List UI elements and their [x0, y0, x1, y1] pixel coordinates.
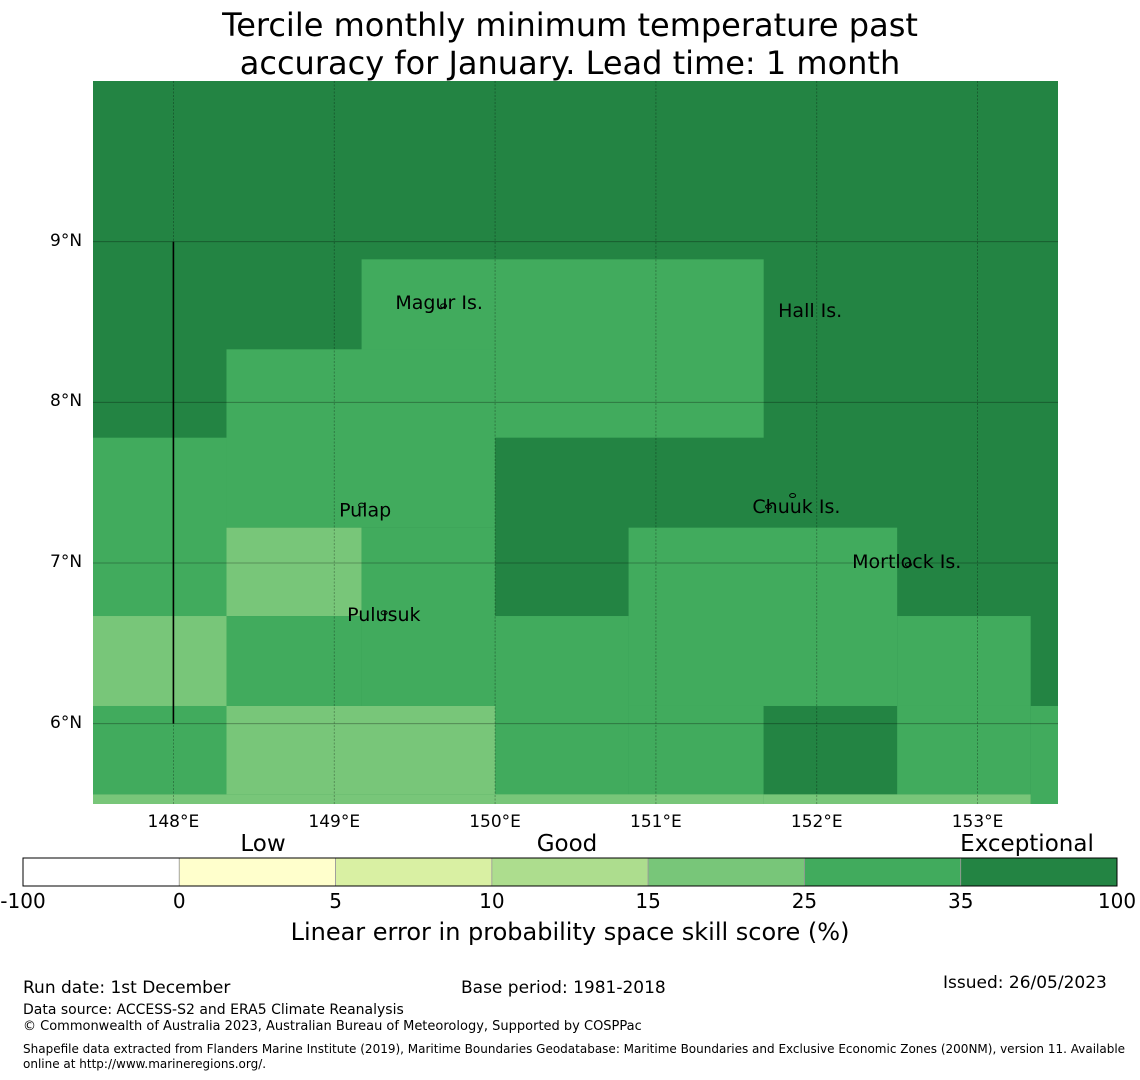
island-outline	[789, 493, 797, 499]
place-label: Pulap	[339, 499, 391, 521]
colorbar-tick-label: 5	[329, 889, 342, 913]
colorbar-tick-label: 15	[635, 889, 661, 913]
shapefile-credit: Shapefile data extracted from Flanders M…	[23, 1042, 1126, 1071]
place-label: Chuuk Is.	[752, 496, 840, 518]
run-date: Run date: 1st December	[23, 978, 231, 998]
lat-tick-label: 9°N	[50, 230, 83, 251]
grid-cell	[495, 616, 629, 804]
place-label: Mortlock Is.	[852, 551, 961, 573]
colorbar-frame	[22, 857, 1118, 887]
grid-cell	[93, 705, 227, 795]
island-outline	[765, 504, 772, 510]
title-line-2: accuracy for January. Lead time: 1 month	[239, 44, 901, 82]
grid-cell	[897, 705, 1031, 795]
data-source: Data source: ACCESS-S2 and ERA5 Climate …	[23, 1002, 404, 1018]
colorbar-tick-label: 35	[947, 889, 974, 913]
island-outlines	[358, 303, 912, 616]
island-outline	[380, 610, 388, 616]
grid-cell	[763, 794, 1031, 804]
grid-cell	[93, 437, 227, 617]
colorbar-tick-label: -100	[0, 889, 46, 913]
lon-tick-label: 148°E	[147, 812, 200, 832]
lat-tick-label: 8°N	[50, 391, 83, 412]
colorbar-tick-label: 0	[172, 889, 186, 913]
lon-tick-label: 152°E	[790, 812, 843, 832]
grid-cell	[628, 527, 898, 706]
copyright: © Commonwealth of Australia 2023, Austra…	[23, 1019, 642, 1034]
grid-cell	[897, 616, 1031, 706]
lon-tick-label: 151°E	[630, 812, 682, 832]
place-label: Magur Is.	[395, 292, 483, 314]
lat-tick-label: 7°N	[50, 552, 83, 572]
grid-cell	[763, 705, 898, 795]
skill-grid-cells	[93, 81, 1058, 804]
place-label: Hall Is.	[778, 300, 842, 322]
colorbar-segment	[647, 857, 805, 887]
category-low: Low	[240, 831, 286, 857]
place-labels: Magur Is. Hall Is. Pulap Chuuk Is. Mortlock …	[339, 292, 961, 626]
colorbar-segment	[804, 857, 962, 887]
issued-date: Issued: 26/05/2023	[943, 973, 1107, 993]
grid-cell	[361, 527, 496, 706]
island-outline	[904, 562, 912, 568]
map-canvas: Magur Is. Hall Is. Pulap Chuuk Is. Mortlock …	[93, 81, 1058, 804]
colorbar-label: Linear error in probability space skill …	[290, 918, 850, 946]
colorbar	[22, 857, 1118, 887]
grid-cell	[93, 794, 764, 804]
lon-tick-label: 150°E	[469, 812, 521, 832]
grid-cell	[226, 616, 362, 706]
grid-cell	[226, 527, 362, 617]
category-exceptional: Exceptional	[960, 831, 1094, 857]
grid-cell	[93, 616, 227, 706]
colorbar-segment	[960, 857, 1118, 887]
grid-cell	[1030, 705, 1058, 804]
colorbar-segments	[22, 857, 1118, 887]
grid-cell	[226, 705, 496, 795]
colorbar-tick-label: 10	[479, 889, 505, 913]
colorbar-tick-label: 25	[791, 889, 818, 913]
colorbar-segment	[335, 857, 493, 887]
colorbar-segment	[178, 857, 336, 887]
lat-tick-label: 6°N	[50, 712, 83, 733]
grid-cell	[226, 349, 496, 528]
colorbar-tick-label: 100	[1097, 889, 1137, 913]
place-label: Pulusuk	[347, 604, 420, 626]
grid-cell	[628, 705, 764, 804]
colorbar-segment	[491, 857, 649, 887]
lon-tick-label: 149°E	[308, 812, 361, 832]
base-period: Base period: 1981-2018	[461, 978, 666, 998]
island-outline	[358, 502, 366, 508]
title-line-1: Tercile monthly minimum temperature past	[222, 6, 918, 44]
lon-tick-label: 153°E	[951, 812, 1004, 832]
chart-title: Tercile monthly minimum temperature past…	[0, 6, 1140, 82]
island-outline	[440, 303, 448, 309]
colorbar-segment	[22, 857, 180, 887]
category-good: Good	[536, 831, 598, 857]
